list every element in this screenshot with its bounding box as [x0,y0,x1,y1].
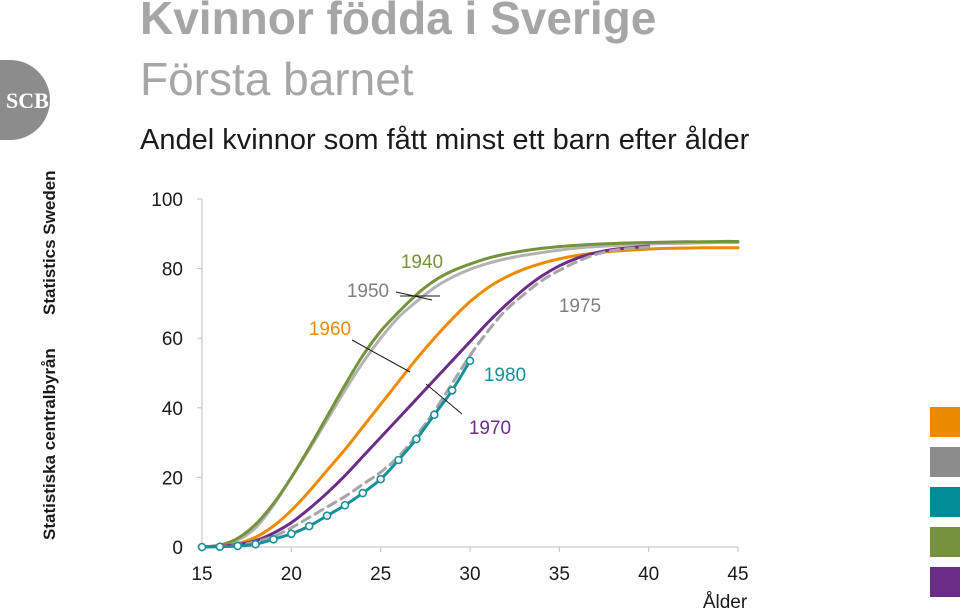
chart-subtitle: Andel kvinnor som fått minst ett barn ef… [140,124,750,156]
legend-swatch [930,527,960,557]
y-tick-label: 80 [162,260,183,281]
series-point-1980 [358,488,368,498]
leader-line-1960 [351,339,411,373]
series-line-1960 [200,246,740,549]
series-point-1980 [412,434,421,444]
y-tick-label: 20 [162,468,183,489]
scb-logo: SCB [0,60,50,140]
x-axis-title: Ålder [703,592,748,611]
y-tick-label: 100 [151,190,183,211]
x-tick-label: 35 [549,564,570,585]
series-point-1980 [429,410,439,420]
x-tick-label: 15 [191,564,212,585]
series-point-1980 [394,455,403,465]
legend-swatch [930,447,960,477]
chart-series [197,239,740,552]
legend-swatch [930,567,960,597]
series-line-1950 [200,240,740,549]
leader-line-1950 [395,291,433,301]
x-tick-label: 45 [727,564,748,585]
chart-annotations: 1940 1950 1960 1975 1980 1970 [309,252,601,439]
annotation-1940: 1940 [401,252,443,273]
series-point-1980 [197,542,207,552]
series-point-1980 [269,535,278,544]
legend-swatch [930,407,960,437]
annotation-1960: 1960 [309,319,351,340]
brand-vertical-text: Statistics Sweden Statistiska centralbyr… [40,170,59,540]
annotation-1975: 1975 [559,296,601,317]
series-line-1970 [200,244,651,549]
y-tick-label: 0 [172,538,183,559]
x-tick-label: 25 [370,564,391,585]
series-point-1980 [287,529,296,539]
chart-axes: 0 20 40 60 80 100 15 20 25 30 35 40 45 [151,190,748,585]
svg-text:SCB: SCB [6,88,49,113]
legend-swatch [930,487,960,517]
title-line-2: Första barnet [140,53,414,105]
series-line-1975 [200,245,651,549]
series-point-1980 [251,539,260,549]
series-line-1940 [200,239,740,549]
x-tick-label: 40 [638,564,659,585]
annotation-1980: 1980 [484,365,526,386]
annotation-1970: 1970 [469,418,511,439]
title-line-1: Kvinnor födda i Sverige [140,0,657,44]
x-tick-label: 30 [459,564,480,585]
series-point-1980 [233,541,243,551]
series-point-1980 [465,356,475,366]
leader-line-1970 [425,383,463,415]
series-line-1980 [200,359,472,549]
y-tick-label: 60 [162,329,183,350]
series-point-1980 [340,500,350,510]
brand-text-sv: Statistiska centralbyrån [40,348,59,540]
series-point-1980 [215,542,225,551]
x-tick-label: 20 [281,564,302,585]
brand-text-en: Statistics Sweden [40,170,59,315]
series-point-1980 [304,521,314,531]
series-point-1980 [376,474,385,484]
series-point-1980 [322,511,332,520]
y-tick-label: 40 [162,399,183,420]
series-point-1980 [447,386,457,395]
annotation-1950: 1950 [347,281,389,302]
